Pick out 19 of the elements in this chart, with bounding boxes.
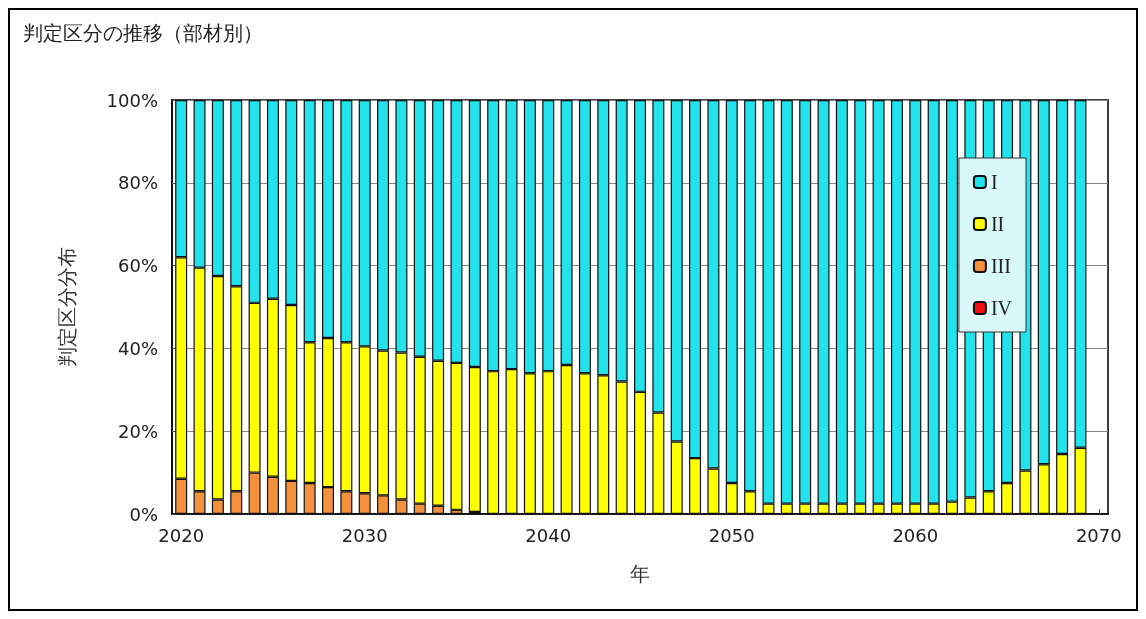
y-tick-label: 80% — [117, 172, 158, 194]
legend-label: II — [990, 213, 1005, 235]
x-tick-label: 2060 — [892, 524, 939, 546]
x-tick-label: 2020 — [158, 524, 205, 546]
legend-label: I — [990, 171, 998, 193]
x-tick-label: 2040 — [525, 524, 572, 546]
chart-title: 判定区分の推移（部材別） — [23, 21, 263, 45]
y-tick-label: 100% — [106, 89, 158, 111]
legend-label: IV — [990, 297, 1013, 319]
legend-label: III — [990, 255, 1011, 277]
y-tick-label: 0% — [129, 503, 158, 525]
y-tick-label: 40% — [117, 337, 158, 359]
y-tick-label: 60% — [117, 255, 158, 277]
x-axis-title: 年 — [630, 562, 650, 586]
x-tick-label: 2030 — [341, 524, 388, 546]
y-axis-title: 判定区分分布 — [55, 247, 79, 367]
y-tick-label: 20% — [117, 420, 158, 442]
x-tick-label: 2070 — [1075, 524, 1122, 546]
x-tick-label: 2050 — [708, 524, 755, 546]
